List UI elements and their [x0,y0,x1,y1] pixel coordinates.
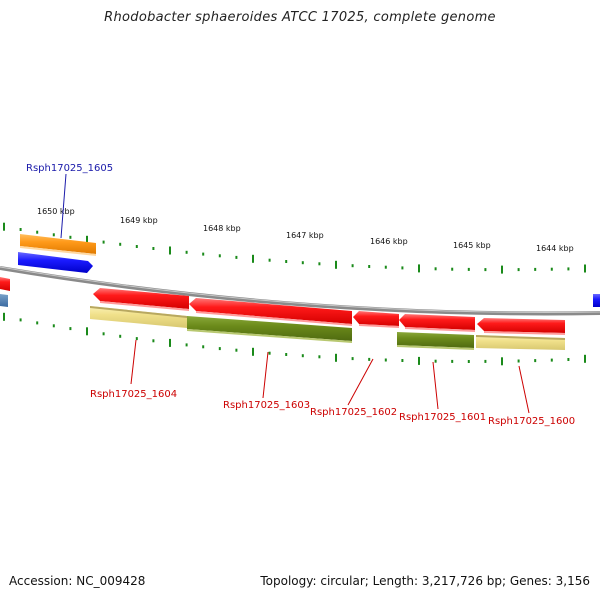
gene-pale-feature-right[interactable] [476,335,565,350]
genome-backbone [0,266,600,316]
gene-pale-feature-left[interactable] [90,306,187,328]
gene-red-1600[interactable] [477,318,565,335]
gene-label-1604[interactable]: Rsph17025_1604 [90,389,177,400]
inner-tick-ruler [3,312,586,366]
gene-blue-feature[interactable] [18,252,93,273]
scale-label-1645: 1645 kbp [453,241,491,250]
gene-red-1604[interactable] [93,288,189,311]
scale-label-1650: 1650 kbp [37,207,75,216]
scale-label-1646: 1646 kbp [370,237,408,246]
leader-line-1600 [518,365,530,414]
leader-line-1604 [130,339,137,385]
gene-label-1605[interactable]: Rsph17025_1605 [26,163,113,174]
genome-backbone-highlight [0,266,600,313]
map-title: Rhodobacter sphaeroides ATCC 17025, comp… [104,10,496,25]
leader-line-1602 [347,358,374,406]
gene-red-1603[interactable] [189,298,352,326]
gene-label-1603[interactable]: Rsph17025_1603 [223,400,310,411]
gene-red-1602[interactable] [353,311,399,328]
gene-orange-feature[interactable] [20,234,96,256]
genome-summary-text: Topology: circular; Length: 3,217,726 bp… [260,574,590,588]
scale-label-1649: 1649 kbp [120,216,158,225]
scale-label-1644: 1644 kbp [536,244,574,253]
gene-label-1600[interactable]: Rsph17025_1600 [488,416,575,427]
scale-label-1647: 1647 kbp [286,231,324,240]
leader-line-1601 [432,361,439,410]
gene-label-1601[interactable]: Rsph17025_1601 [399,412,486,423]
gene-edge-left-steel[interactable] [0,294,8,307]
gene-edge-left-red[interactable] [0,277,10,291]
gene-olive-feature-long[interactable] [187,316,352,343]
outer-tick-ruler [3,222,586,274]
leader-line-1603 [262,351,269,399]
accession-text: Accession: NC_009428 [9,574,146,588]
gene-red-1601[interactable] [399,314,475,332]
leader-line-1605 [60,173,67,239]
scale-label-1648: 1648 kbp [203,224,241,233]
gene-olive-feature-short[interactable] [397,332,474,350]
gene-label-1602[interactable]: Rsph17025_1602 [310,407,397,418]
gene-edge-right-blue[interactable] [593,294,600,307]
